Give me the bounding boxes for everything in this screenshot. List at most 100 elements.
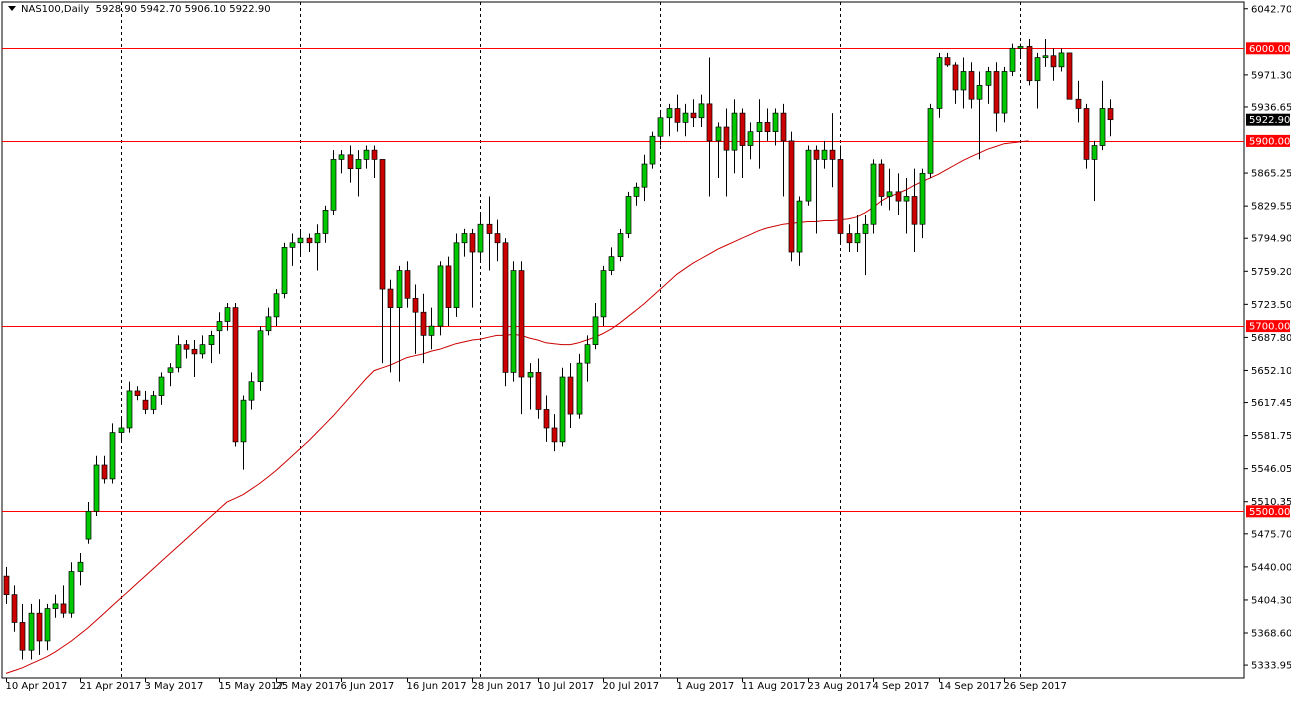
candle bbox=[731, 99, 738, 174]
candle-body bbox=[93, 464, 100, 512]
candle bbox=[19, 603, 26, 660]
candle bbox=[1075, 80, 1082, 123]
candle-body bbox=[150, 395, 157, 410]
candle-body bbox=[657, 117, 664, 137]
candle bbox=[968, 62, 975, 109]
x-axis: 10 Apr 2017 21 Apr 2017 3 May 2017 15 May 2… bbox=[6, 678, 1067, 692]
candle bbox=[1001, 66, 1008, 123]
candle bbox=[281, 242, 288, 299]
candle bbox=[870, 159, 877, 234]
candle-body bbox=[412, 297, 419, 313]
candle-body bbox=[281, 247, 288, 295]
candle bbox=[11, 585, 18, 632]
candle-body bbox=[101, 464, 108, 480]
level-price-label: 6000.00 bbox=[1249, 44, 1290, 55]
candle-body bbox=[453, 242, 460, 308]
candle bbox=[297, 228, 304, 257]
candle-body bbox=[543, 409, 550, 429]
candle-body bbox=[649, 135, 656, 165]
candle bbox=[903, 177, 910, 234]
candle bbox=[126, 381, 133, 433]
candle-body bbox=[1075, 98, 1082, 109]
x-tick-label: 4 Sep 2017 bbox=[873, 681, 930, 692]
level-price-tag bbox=[1246, 42, 1290, 55]
candle-body bbox=[903, 196, 910, 202]
moving-average bbox=[5, 140, 1029, 674]
candle bbox=[739, 108, 746, 178]
candle-body bbox=[19, 622, 26, 651]
candle bbox=[772, 108, 779, 146]
candle-body bbox=[396, 270, 403, 308]
candle-body bbox=[1009, 47, 1016, 72]
candle bbox=[911, 168, 918, 253]
symbol-label: NAS100,Daily bbox=[21, 4, 90, 15]
candle bbox=[183, 340, 190, 359]
y-tick-label: 5475.70 bbox=[1251, 529, 1291, 540]
candle-body bbox=[28, 612, 35, 651]
candle-body bbox=[330, 159, 337, 211]
dropdown-arrow-icon[interactable] bbox=[8, 6, 16, 11]
candle bbox=[927, 103, 934, 178]
candle bbox=[1058, 48, 1065, 72]
y-tick-label: 5510.35 bbox=[1251, 497, 1291, 508]
candle-body bbox=[109, 432, 116, 480]
candle-body bbox=[347, 154, 354, 170]
candle bbox=[764, 108, 771, 141]
candle bbox=[1083, 103, 1090, 169]
candle bbox=[445, 256, 452, 327]
candle-body bbox=[420, 311, 427, 336]
candle-body bbox=[796, 200, 803, 253]
candle-body bbox=[142, 399, 149, 410]
candle-body bbox=[690, 112, 697, 119]
candle bbox=[567, 363, 574, 428]
candle-body bbox=[780, 112, 787, 142]
candle-body bbox=[551, 427, 558, 443]
candle-body bbox=[502, 242, 509, 373]
candle-body bbox=[641, 163, 648, 188]
candle bbox=[461, 228, 468, 257]
candle-body bbox=[518, 270, 525, 378]
candle-body bbox=[445, 265, 452, 308]
candle-body bbox=[224, 307, 231, 322]
x-tick-label: 1 Aug 2017 bbox=[677, 681, 735, 692]
candle bbox=[338, 150, 345, 174]
candle bbox=[44, 603, 51, 651]
candle-body bbox=[428, 325, 435, 336]
plot-border bbox=[1, 1, 1245, 679]
period-separators bbox=[121, 2, 1021, 678]
candle bbox=[829, 113, 836, 188]
candle bbox=[608, 247, 615, 276]
candle bbox=[142, 390, 149, 415]
y-tick-label: 5794.90 bbox=[1251, 234, 1291, 245]
candle-body bbox=[747, 131, 754, 146]
candle bbox=[199, 335, 206, 359]
candle bbox=[158, 372, 165, 405]
candle bbox=[93, 455, 100, 516]
candle bbox=[706, 57, 713, 197]
y-tick-label: 5368.60 bbox=[1251, 628, 1291, 639]
candle-body bbox=[952, 64, 959, 91]
candle bbox=[289, 233, 296, 266]
candle-body bbox=[44, 608, 51, 642]
candle bbox=[355, 150, 362, 197]
horizontal-levels bbox=[2, 48, 1244, 512]
x-tick-label: 10 Jul 2017 bbox=[538, 681, 595, 692]
candle-body bbox=[895, 191, 902, 202]
candle-body bbox=[134, 390, 141, 396]
candle-body bbox=[993, 71, 1000, 114]
candle bbox=[780, 103, 787, 197]
candle bbox=[248, 372, 255, 410]
candle-body bbox=[167, 367, 174, 373]
candle bbox=[944, 52, 951, 67]
candle-body bbox=[1001, 71, 1008, 114]
candle bbox=[936, 52, 943, 118]
candle bbox=[551, 414, 558, 452]
candle bbox=[77, 552, 84, 586]
candle-body bbox=[77, 561, 84, 572]
candle-body bbox=[1091, 145, 1098, 160]
candle bbox=[723, 108, 730, 197]
candle bbox=[240, 395, 247, 470]
candle bbox=[224, 302, 231, 331]
candle-body bbox=[764, 122, 771, 132]
